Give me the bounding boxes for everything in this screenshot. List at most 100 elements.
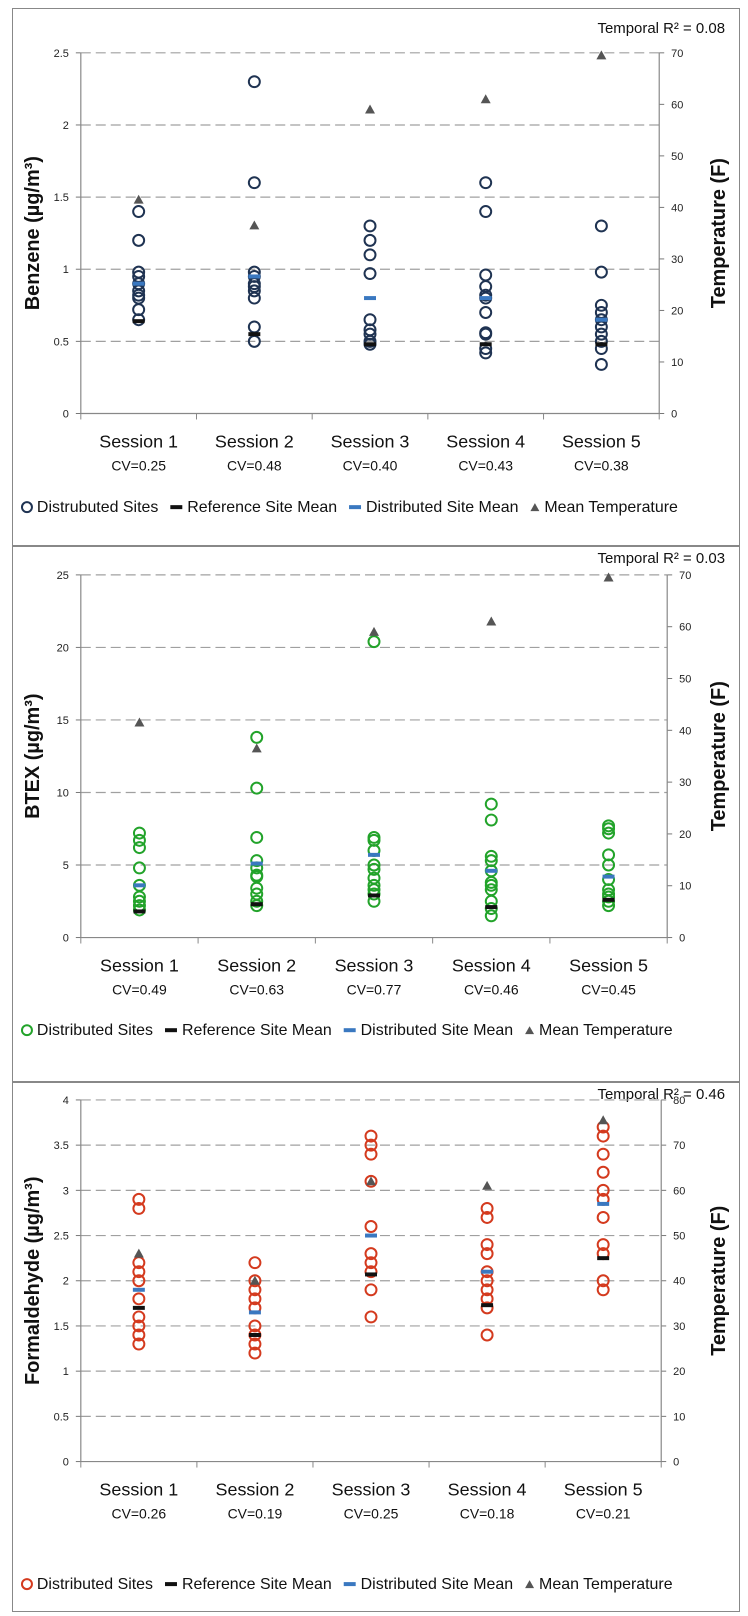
y2-tick-label: 60	[673, 1185, 685, 1197]
distributed-site-point	[132, 1274, 146, 1288]
distributed-mean-marker	[481, 1269, 494, 1274]
category-label: Session 5	[562, 431, 641, 451]
y2-tick-label: 70	[671, 48, 683, 60]
reference-mean-marker	[602, 897, 615, 902]
category-label: Session 2	[217, 955, 296, 975]
legend-reference-mean-label: Reference Site Mean	[187, 499, 337, 516]
y-tick-label: 0.5	[54, 336, 69, 348]
btex-chart: Temporal R² = 0.03 0 5 10 15 20 25 0 10 20 30 40 50 6…	[20, 550, 730, 1039]
distributed-site-point	[484, 849, 498, 863]
distributed-site-point	[132, 1192, 146, 1206]
y2-tick-label: 50	[671, 151, 683, 163]
reference-mean-marker	[485, 905, 498, 910]
legend-reference-mean-symbol	[165, 1028, 177, 1033]
y2-tick-label: 50	[679, 673, 691, 685]
distributed-site-point	[132, 861, 146, 875]
temperature-point	[249, 1275, 260, 1285]
distributed-site-point	[248, 1337, 262, 1351]
y-tick-label: 2.5	[54, 1231, 69, 1243]
formaldehyde-panel: Temporal R² = 0.46 0 0.5 1 1.5 2 2.5 3 3.5 4 0 10 20…	[12, 1082, 740, 1612]
distributed-site-point	[367, 635, 381, 649]
legend-distributed-symbol	[20, 501, 33, 514]
r2-label: Temporal R² = 0.08	[598, 20, 726, 37]
distributed-site-point	[594, 219, 608, 233]
y-tick-label: 10	[57, 787, 69, 799]
distributed-site-point	[484, 909, 498, 923]
legend-distributed-label: Distrubuted Sites	[37, 499, 158, 516]
distributed-site-point	[484, 797, 498, 811]
legend-distributed-mean-label: Distributed Site Mean	[366, 499, 518, 516]
distributed-mean-marker	[250, 861, 263, 866]
legend-distributed-label: Distributed Sites	[37, 1022, 153, 1039]
distributed-site-point	[480, 1238, 494, 1252]
legend-reference-mean-label: Reference Site Mean	[182, 1576, 332, 1593]
legend-reference-mean-symbol	[170, 505, 183, 510]
cv-label: CV=0.21	[576, 1505, 631, 1521]
cv-label: CV=0.38	[574, 457, 629, 473]
distributed-site-point	[364, 1138, 378, 1152]
distributed-site-point	[247, 75, 261, 89]
distributed-site-point	[132, 833, 146, 847]
temperature-point	[482, 1180, 493, 1190]
y-tick-label: 3.5	[54, 1140, 69, 1152]
distributed-site-point	[132, 1319, 146, 1333]
reference-mean-marker	[364, 342, 376, 347]
distributed-site-point	[132, 1328, 146, 1342]
cv-label: CV=0.18	[460, 1505, 515, 1521]
reference-mean-marker	[368, 893, 380, 898]
distributed-site-point	[250, 881, 264, 895]
distributed-site-point	[367, 858, 381, 872]
distributed-site-point	[484, 813, 498, 827]
temperature-point	[598, 1115, 609, 1125]
distributed-site-point	[364, 1283, 378, 1297]
temperature-point	[366, 1176, 376, 1186]
distributed-site-point	[132, 1265, 146, 1279]
temperature-point	[133, 1248, 144, 1258]
btex-panel: Temporal R² = 0.03 0 5 10 15 20 25 0 10 20 30 40 50 6…	[12, 546, 740, 1082]
y2-tick-label: 0	[679, 933, 685, 945]
y-tick-label: 2	[63, 1276, 69, 1288]
temperature-point	[369, 626, 379, 636]
legend-reference-mean-label: Reference Site Mean	[182, 1022, 332, 1039]
distributed-site-point	[364, 1174, 378, 1188]
reference-mean-marker	[248, 332, 261, 337]
y-tick-label: 1	[63, 1366, 69, 1378]
legend-distributed-mean-symbol	[349, 505, 362, 510]
distributed-mean-marker	[595, 317, 608, 322]
distributed-site-point	[132, 826, 146, 840]
category-label: Session 1	[100, 955, 179, 975]
y-tick-label: 0	[63, 1457, 69, 1469]
distributed-site-point	[248, 1292, 262, 1306]
legend-distributed-symbol	[20, 1024, 33, 1037]
y-tick-label: 1	[63, 264, 69, 276]
y2-tick-label: 20	[673, 1366, 685, 1378]
y-tick-label: 1.5	[54, 1321, 69, 1333]
distributed-site-point	[132, 1337, 146, 1351]
cv-label: CV=0.19	[228, 1505, 283, 1521]
distributed-mean-marker	[368, 852, 380, 857]
legend-temperature-symbol	[525, 1580, 535, 1589]
y2-tick-label: 0	[671, 408, 677, 420]
category-label: Session 1	[99, 1479, 178, 1499]
y2-axis-title: Temperature (F)	[708, 681, 730, 831]
distributed-site-point	[480, 1247, 494, 1261]
y2-tick-label: 60	[679, 622, 691, 634]
distributed-site-point	[364, 1265, 378, 1279]
reference-mean-marker	[479, 342, 492, 347]
category-label: Session 2	[216, 1479, 295, 1499]
reference-mean-marker	[365, 1272, 377, 1277]
y2-tick-label: 40	[679, 725, 691, 737]
distributed-site-point	[248, 1346, 262, 1360]
reference-mean-marker	[595, 342, 608, 347]
y-tick-label: 2.5	[54, 48, 69, 60]
cv-label: CV=0.48	[227, 457, 282, 473]
distributed-site-point	[479, 306, 493, 319]
legend: Distrubuted Sites Reference Site Mean Dist…	[20, 499, 678, 516]
reference-mean-marker	[481, 1303, 494, 1308]
distributed-site-point	[364, 1247, 378, 1261]
distributed-site-point	[594, 327, 608, 341]
reference-mean-marker	[597, 1256, 610, 1261]
y2-tick-label: 70	[679, 570, 691, 582]
distributed-site-point	[247, 284, 261, 298]
distributed-site-point	[247, 291, 261, 305]
